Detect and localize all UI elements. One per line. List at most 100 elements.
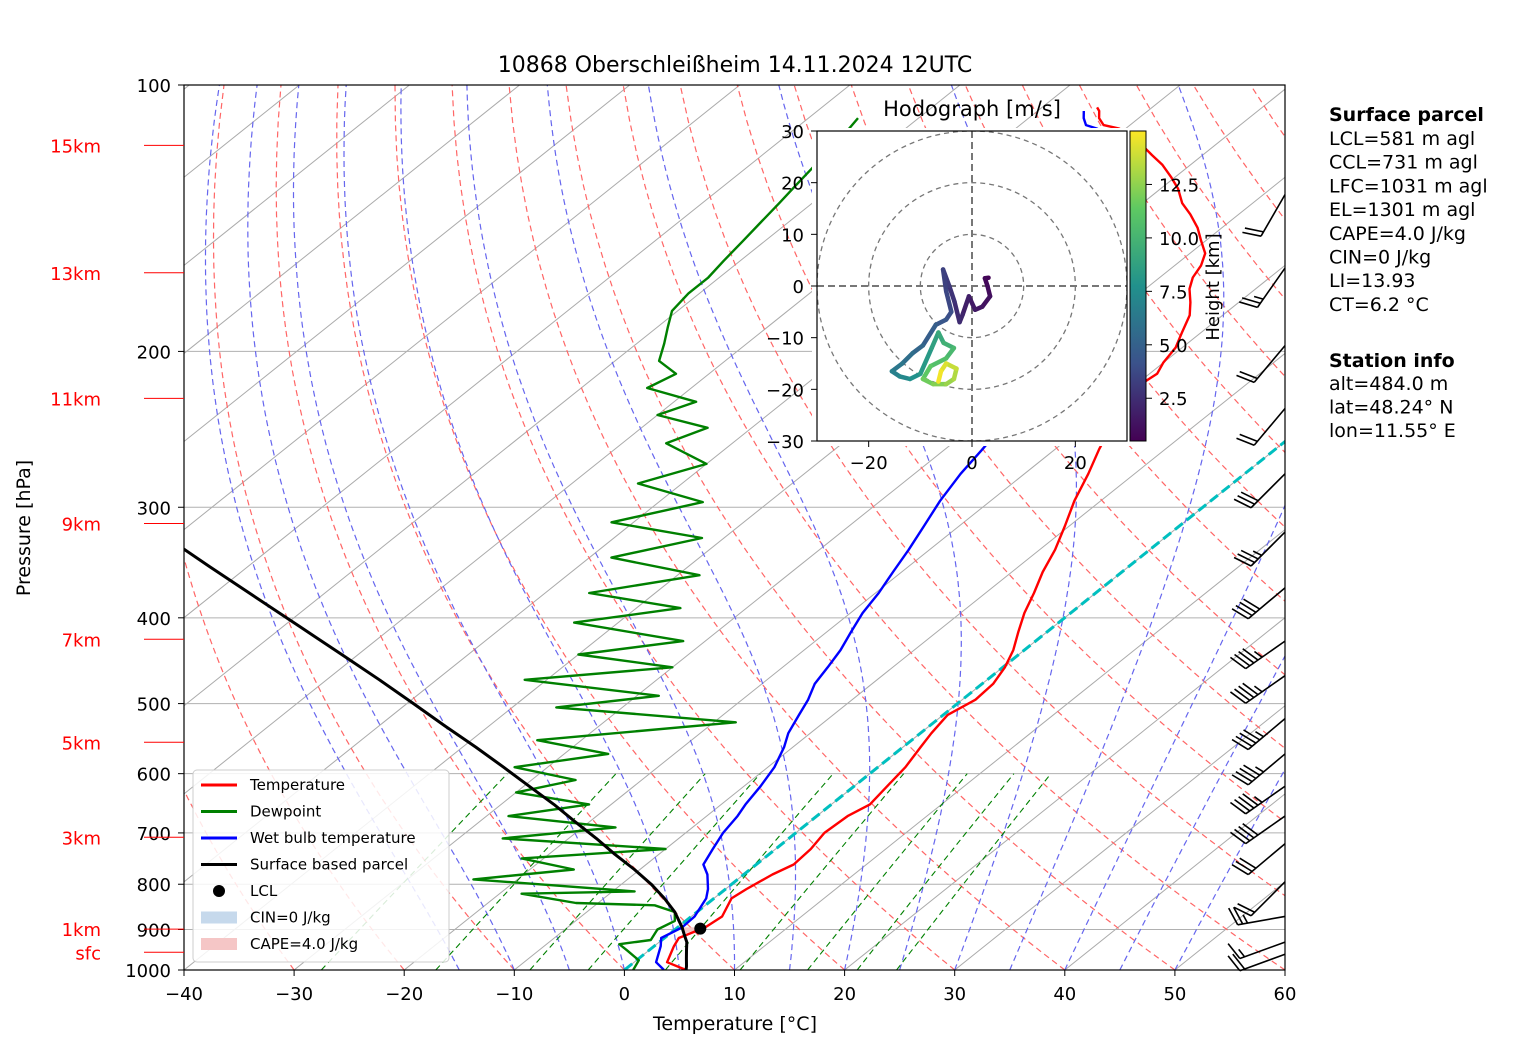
y-tick-label: 400	[137, 609, 171, 630]
x-axis-ticks: −40 −30 −20 −10 0 10 20 30 40 50 60	[165, 970, 1296, 1005]
x-tick-label: −20	[385, 984, 423, 1005]
station-info-line: alt=484.0 m	[1329, 373, 1448, 395]
surface-based-parcel-line	[184, 547, 689, 970]
hodo-x-tick-label: −20	[850, 453, 888, 474]
barb-shaft	[1253, 407, 1286, 446]
hodograph-segment	[936, 369, 944, 384]
barb-flag	[1234, 688, 1251, 702]
barb-flag	[1231, 863, 1249, 876]
barb-flag	[1253, 685, 1263, 693]
height-label: 13km	[50, 264, 101, 285]
barb-flag	[1239, 732, 1257, 744]
legend-item: CIN=0 J/kg	[201, 909, 331, 927]
legend-label: CIN=0 J/kg	[250, 909, 331, 927]
wind-barb	[1242, 194, 1286, 237]
colorbar-tick-label: 10.0	[1159, 229, 1199, 250]
barb-flag	[1239, 857, 1257, 869]
moist-adiabat	[247, 85, 515, 970]
hodograph-segment	[920, 363, 933, 382]
isotherm-line	[954, 705, 1285, 970]
wind-barb	[1231, 587, 1286, 620]
x-tick-label: 20	[833, 984, 856, 1005]
hodo-y-tick-label: −30	[766, 432, 804, 453]
wind-barb	[1229, 815, 1286, 845]
x-tick-label: 30	[943, 984, 966, 1005]
x-axis-label: Temperature [°C]	[652, 1013, 817, 1035]
isotherm-line	[184, 85, 851, 619]
isotherm-line	[403, 264, 1285, 970]
surface-parcel-line: CIN=0 J/kg	[1329, 247, 1431, 269]
moist-adiabat	[1064, 504, 1285, 970]
height-label: sfc	[75, 943, 101, 964]
wind-barb	[1229, 785, 1286, 815]
x-tick-label: −30	[275, 984, 313, 1005]
barb-flag	[1233, 556, 1252, 567]
barb-flag	[1232, 906, 1244, 925]
y-tick-label: 700	[137, 824, 171, 845]
barb-shaft	[1245, 640, 1286, 670]
moist-adiabat	[647, 85, 871, 970]
wind-barb	[1231, 843, 1286, 876]
hodograph-title: Hodograph [m/s]	[883, 97, 1061, 121]
isotherm-line	[293, 176, 1285, 970]
surface-parcel-line: LI=13.93	[1329, 270, 1416, 292]
surface-parcel-line: CAPE=4.0 J/kg	[1329, 223, 1466, 245]
barb-flag	[1241, 297, 1261, 305]
wind-barb	[1227, 941, 1286, 960]
dry-adiabat	[508, 85, 1066, 970]
barb-flag	[1234, 653, 1251, 667]
hodograph-segment	[920, 322, 939, 348]
lcl-dot	[694, 922, 707, 935]
barb-flag	[1238, 825, 1255, 839]
mixing-ratio-line	[856, 773, 1015, 970]
barb-flag	[1239, 433, 1258, 443]
barb-shaft	[1250, 531, 1286, 567]
wind-barb	[1236, 407, 1286, 446]
isotherm-line	[844, 617, 1285, 970]
dry-adiabat	[184, 556, 405, 970]
legend-swatch	[201, 938, 237, 950]
height-label: 3km	[62, 828, 101, 849]
barb-flag	[1244, 227, 1264, 233]
barb-shaft	[1239, 953, 1286, 972]
barb-flag	[1229, 831, 1247, 845]
barb-shaft	[1247, 753, 1286, 786]
barb-flag	[1237, 553, 1255, 564]
station-info-line: lon=11.55° E	[1329, 420, 1456, 442]
lcl-marker	[694, 922, 707, 935]
dry-adiabat	[212, 85, 515, 970]
barb-flag	[1242, 793, 1259, 806]
surface-parcel-line: LCL=581 m agl	[1329, 128, 1475, 150]
mixing-ratio-line	[807, 773, 968, 970]
mixing-ratio-line	[320, 773, 508, 970]
colorbar-tick-label: 5.0	[1159, 336, 1188, 357]
isotherm-line	[184, 85, 961, 707]
moist-adiabat	[1174, 768, 1285, 970]
colorbar-tick-label: 7.5	[1159, 282, 1188, 303]
moist-adiabat	[343, 85, 625, 970]
hodograph-segment	[900, 350, 915, 366]
y-axis-label: Pressure [hPa]	[13, 460, 35, 596]
barb-flag	[1253, 796, 1263, 803]
temperature-line	[665, 106, 1207, 970]
hodograph-segment	[947, 283, 957, 304]
hodograph-segment	[940, 267, 949, 294]
hodograph-segment	[960, 294, 972, 317]
height-label: 1km	[62, 920, 101, 941]
legend-swatch	[201, 911, 237, 924]
barb-shaft	[1245, 815, 1286, 845]
wind-barb	[1227, 953, 1286, 972]
barb-flag	[1239, 370, 1258, 380]
hodo-y-tick-label: 30	[781, 122, 804, 143]
station-info-line: lat=48.24° N	[1329, 397, 1453, 419]
legend-swatch	[213, 885, 225, 897]
barb-shaft	[1247, 843, 1286, 876]
zero-isotherm	[623, 439, 1285, 970]
barb-flag	[1238, 796, 1255, 809]
barb-flag	[1240, 549, 1259, 560]
barb-flag	[1238, 650, 1255, 664]
legend-item: Temperature	[201, 776, 345, 794]
barb-flag	[1243, 598, 1261, 610]
legend-item: Dewpoint	[201, 803, 321, 821]
